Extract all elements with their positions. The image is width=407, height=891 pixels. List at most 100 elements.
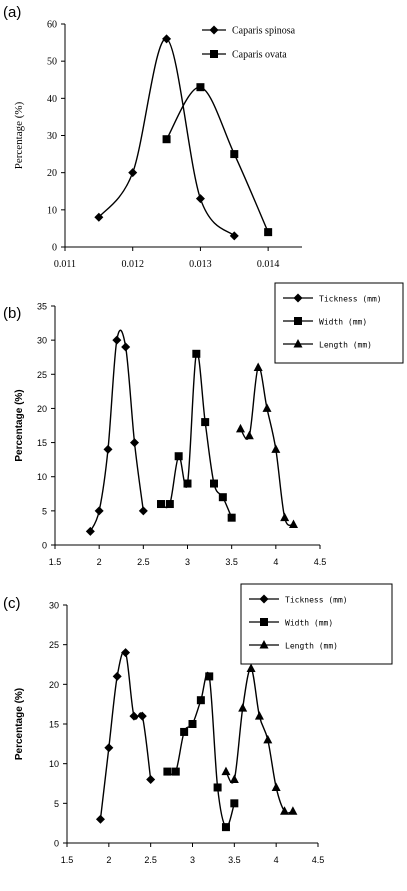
y-tick-label: 30 <box>37 336 47 346</box>
data-point <box>94 212 104 222</box>
data-point <box>236 423 245 433</box>
x-tick-label: 2.5 <box>137 557 150 567</box>
legend-entry: Width (mm) <box>285 619 333 628</box>
x-tick-label: 4.5 <box>314 557 327 567</box>
series-line <box>165 86 269 233</box>
x-tick-label: 4.5 <box>312 855 325 865</box>
data-point <box>146 775 156 785</box>
legend-entry: Tickness (mm) <box>319 295 382 304</box>
data-point <box>121 342 131 352</box>
x-tick-label: 1.5 <box>61 855 74 865</box>
x-tick-label: 3.5 <box>228 855 241 865</box>
series-line <box>99 650 152 820</box>
data-point <box>165 500 174 509</box>
legend-marker <box>293 293 303 303</box>
series-line <box>89 329 145 532</box>
x-tick-label: 2.5 <box>144 855 157 865</box>
data-point <box>157 500 165 509</box>
x-tick-label: 3 <box>185 557 190 567</box>
series-line <box>239 366 294 527</box>
y-tick-label: 60 <box>47 20 57 31</box>
legend-marker <box>260 618 268 626</box>
legend-entry: Tickness (mm) <box>285 596 348 605</box>
x-tick-label: 3.5 <box>225 557 238 567</box>
x-tick-label: 0.012 <box>121 259 144 270</box>
y-tick-label: 35 <box>37 302 47 312</box>
y-tick-label: 15 <box>37 438 47 448</box>
y-tick-label: 20 <box>37 404 47 414</box>
x-tick-label: 3 <box>190 855 195 865</box>
panel-c: (c) 0 5 10 15 20 25 30 1.5 2 2.5 3 3.5 4 4.5 Percentage… <box>3 583 393 865</box>
data-point <box>188 720 197 728</box>
data-point <box>196 696 205 705</box>
x-tick-label: 2 <box>106 855 111 865</box>
y-tick-label: 25 <box>49 640 59 650</box>
data-point <box>218 493 227 502</box>
y-tick-label: 10 <box>37 472 47 482</box>
data-point <box>263 734 273 744</box>
data-point <box>112 335 122 345</box>
x-tick-label: 0.013 <box>189 259 212 270</box>
data-point <box>192 349 201 358</box>
data-point <box>103 444 113 454</box>
y-axis-label: Percentage (%) <box>14 389 25 461</box>
y-tick-label: 40 <box>47 94 57 105</box>
data-point <box>280 806 290 815</box>
legend-entry: Length (mm) <box>319 341 372 350</box>
y-tick-label: 10 <box>49 759 59 769</box>
data-point <box>129 711 139 721</box>
data-point <box>230 799 239 808</box>
data-point <box>171 767 180 776</box>
y-tick-label: 5 <box>42 506 47 516</box>
data-point <box>280 512 290 522</box>
y-tick-label: 0 <box>42 541 47 551</box>
legend-marker <box>259 640 269 649</box>
x-tick-label: 2 <box>97 557 102 567</box>
data-point <box>174 452 183 461</box>
data-point <box>253 362 263 371</box>
data-point <box>227 513 236 522</box>
y-tick-label: 50 <box>47 57 57 68</box>
data-point <box>104 743 114 753</box>
legend-entry: Length (mm) <box>285 642 338 651</box>
y-tick-label: 0 <box>52 243 57 254</box>
data-point <box>95 814 105 824</box>
data-point <box>229 774 239 784</box>
y-axis-label: Percentage (%) <box>14 688 25 760</box>
y-tick-label: 30 <box>49 601 59 611</box>
x-tick-label: 0.011 <box>54 259 76 270</box>
legend-entry: Width (mm) <box>319 318 367 327</box>
legend-marker <box>210 50 218 58</box>
data-point <box>137 711 147 721</box>
data-point <box>238 703 248 712</box>
panel-label: (c) <box>3 595 21 612</box>
data-point <box>262 403 272 412</box>
y-tick-label: 0 <box>54 839 59 849</box>
data-point <box>221 766 231 776</box>
y-tick-label: 30 <box>47 131 57 142</box>
data-point <box>162 34 172 44</box>
data-point <box>229 231 239 241</box>
data-point <box>254 711 264 720</box>
data-point <box>183 479 192 488</box>
data-point <box>264 228 273 237</box>
data-point <box>180 727 189 736</box>
data-point <box>205 672 214 681</box>
x-tick-label: 0.014 <box>257 259 280 270</box>
data-point <box>271 444 281 453</box>
data-point <box>138 506 148 516</box>
y-tick-label: 20 <box>47 168 57 179</box>
legend-entry: Caparis ovata <box>232 50 287 61</box>
data-point <box>121 648 131 658</box>
data-point <box>246 663 256 672</box>
legend-marker <box>294 317 302 325</box>
panel-b: (b) 0 5 10 15 20 25 30 35 1.5 2 2.5 3 3.5 4 4.5 Percenta… <box>3 282 404 567</box>
legend-marker <box>293 339 303 348</box>
legend-entry: Caparis spinosa <box>232 26 296 37</box>
legend-marker <box>259 594 269 604</box>
data-point <box>162 135 171 144</box>
data-point <box>94 506 104 516</box>
y-axis-label: Percentage (%) <box>13 101 25 169</box>
y-tick-label: 20 <box>49 680 59 690</box>
